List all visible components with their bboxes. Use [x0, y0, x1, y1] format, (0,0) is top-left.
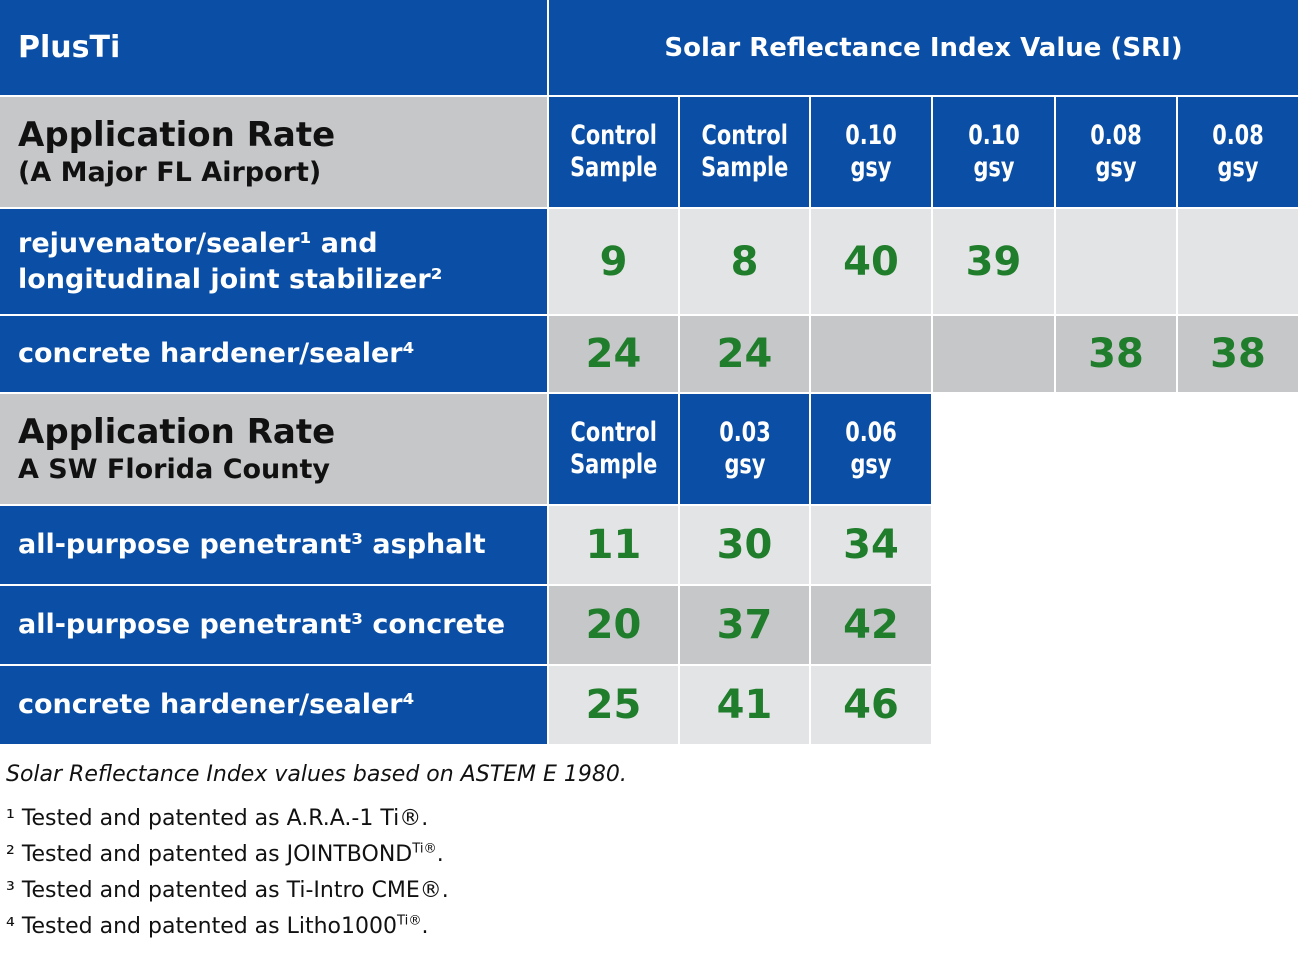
s2-row2-label-text: all-purpose penetrant³ concrete — [18, 609, 506, 640]
s1-row2-value-2: 24 — [680, 316, 811, 394]
s2-col-header-3-line1: 0.06 — [845, 417, 897, 448]
s1-col-header-4-line1: 0.10 — [967, 120, 1020, 151]
s1-col-header-3: 0.10 gsy — [811, 97, 933, 209]
s2-col-header-3: 0.06 gsy — [811, 394, 933, 506]
s1-row2-value-5: 38 — [1056, 316, 1178, 394]
section1-title: Application Rate — [18, 115, 336, 155]
s1-col-header-6-line1: 0.08 — [1212, 120, 1264, 151]
brand-title: PlusTi — [18, 30, 121, 65]
s1-row1-label-line1: rejuvenator/sealer¹ and — [18, 227, 378, 259]
s1-row1-label-line2: longitudinal joint stabilizer² — [18, 263, 443, 295]
s1-col-header-6: 0.08 gsy — [1178, 97, 1300, 209]
s1-col-header-4-line2: gsy — [972, 152, 1015, 183]
s2-row1-value-3: 34 — [811, 506, 933, 586]
s1-row2-label: concrete hardener/sealer⁴ — [0, 316, 549, 394]
s1-row2-value-3 — [811, 316, 933, 394]
s2-col-header-2-line2: gsy — [723, 449, 766, 480]
s1-col-header-3-line1: 0.10 — [845, 120, 897, 151]
s1-col-header-6-line2: gsy — [1217, 152, 1259, 183]
s1-row1-value-6 — [1178, 209, 1300, 316]
s1-col-header-1-line2: Sample — [569, 152, 658, 183]
sri-basis-note: Solar Reflectance Index values based on … — [6, 762, 627, 787]
s1-row2-label-text: concrete hardener/sealer⁴ — [18, 338, 415, 369]
s2-row1-value-1: 11 — [549, 506, 680, 586]
s2-row2-value-3: 42 — [811, 586, 933, 666]
sri-title: Solar Reflectance Index Value (SRI) — [664, 32, 1183, 63]
section1-subtitle: (A Major FL Airport) — [18, 157, 322, 188]
s1-row1-value-2: 8 — [680, 209, 811, 316]
s1-row1-value-4: 39 — [933, 209, 1056, 316]
s2-col-header-1: Control Sample — [549, 394, 680, 506]
s2-col-header-2-line1: 0.03 — [718, 417, 771, 448]
footnote-1: ¹ Tested and patented as A.R.A.-1 Ti®. — [6, 806, 429, 831]
s2-row2-label: all-purpose penetrant³ concrete — [0, 586, 549, 666]
s1-col-header-2-line1: Control — [701, 120, 788, 151]
footnote-3: ³ Tested and patented as Ti-Intro CME®. — [6, 878, 449, 903]
s1-row1-value-3: 40 — [811, 209, 933, 316]
s2-col-header-1-line1: Control — [570, 417, 657, 448]
s2-row1-label-text: all-purpose penetrant³ asphalt — [18, 529, 486, 560]
s2-row3-value-1: 25 — [549, 666, 680, 746]
s1-row1-value-5 — [1056, 209, 1178, 316]
s1-col-header-5-line1: 0.08 — [1090, 120, 1142, 151]
s1-col-header-5-line2: gsy — [1095, 152, 1137, 183]
s2-row2-value-2: 37 — [680, 586, 811, 666]
s2-row1-value-2: 30 — [680, 506, 811, 586]
s2-col-header-2: 0.03 gsy — [680, 394, 811, 506]
s1-col-header-3-line2: gsy — [850, 152, 892, 183]
s1-row1-value-1: 9 — [549, 209, 680, 316]
s1-col-header-1: Control Sample — [549, 97, 680, 209]
s2-col-header-1-line2: Sample — [569, 449, 658, 480]
section2-title: Application Rate — [18, 412, 336, 452]
s1-row2-value-4 — [933, 316, 1056, 394]
section1-header: Application Rate (A Major FL Airport) — [0, 97, 549, 209]
s2-row1-label: all-purpose penetrant³ asphalt — [0, 506, 549, 586]
s1-col-header-5: 0.08 gsy — [1056, 97, 1178, 209]
s2-row3-label-text: concrete hardener/sealer⁴ — [18, 689, 415, 720]
s1-row2-value-6: 38 — [1178, 316, 1300, 394]
s1-col-header-4: 0.10 gsy — [933, 97, 1056, 209]
s2-row3-value-3: 46 — [811, 666, 933, 746]
s1-col-header-2-line2: Sample — [700, 152, 789, 183]
brand-cell: PlusTi — [0, 0, 549, 97]
s1-row2-value-1: 24 — [549, 316, 680, 394]
footnote-4: ⁴ Tested and patented as Litho1000Ti®. — [6, 913, 429, 939]
sri-header-cell: Solar Reflectance Index Value (SRI) — [549, 0, 1300, 97]
footnote-2: ² Tested and patented as JOINTBONDTi®. — [6, 841, 444, 867]
s2-row3-label: concrete hardener/sealer⁴ — [0, 666, 549, 746]
s1-row1-label: rejuvenator/sealer¹ and longitudinal join… — [0, 209, 549, 316]
s2-row3-value-2: 41 — [680, 666, 811, 746]
section2-subtitle: A SW Florida County — [18, 454, 331, 485]
s2-col-header-3-line2: gsy — [850, 449, 892, 480]
section2-header: Application Rate A SW Florida County — [0, 394, 549, 506]
sri-basis-note-text: Solar Reflectance Index values based on … — [6, 762, 627, 787]
s1-col-header-1-line1: Control — [570, 120, 657, 151]
s2-row2-value-1: 20 — [549, 586, 680, 666]
s1-col-header-2: Control Sample — [680, 97, 811, 209]
